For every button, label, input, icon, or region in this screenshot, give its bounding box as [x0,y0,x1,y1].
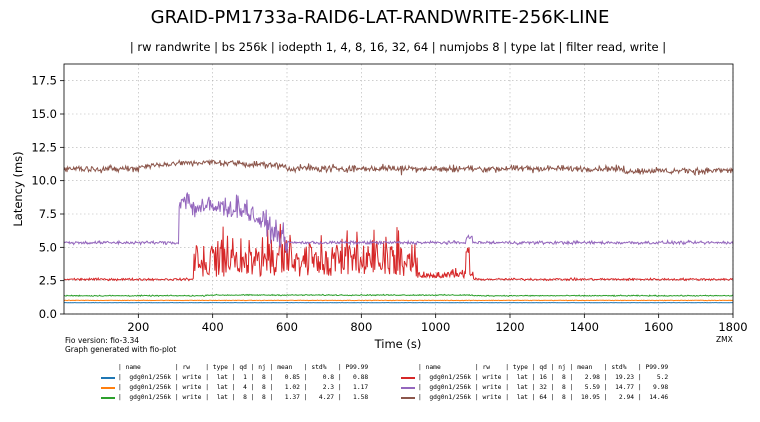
y-tick-label: 2.5 [39,274,57,288]
x-tick-label: 400 [202,320,224,334]
legend-header-right: | name | rw | type | qd | nj | mean | st… [418,364,669,371]
legend-header-left: | name | rw | type | qd | nj | mean | st… [118,364,369,371]
y-tick-label: 7.5 [39,207,57,221]
y-tick-label: 15.0 [31,107,57,121]
series-line-qd32 [63,192,734,254]
series-line-qd16 [64,223,734,282]
x-tick-label: 1000 [421,320,450,334]
legend-swatch-qd4 [101,387,115,389]
axis-ticks: 200 400 600 800 1000 1200 1400 1600 1800 0.0 2.5 5.… [31,74,747,334]
legend-row-qd32: | gdg0n1/256k | write | lat | 32 | 8 | 5… [418,384,669,391]
corner-label: ZMX [716,335,733,344]
x-tick-label: 1800 [718,320,747,334]
y-tick-label: 12.5 [31,140,57,154]
legend-swatch-qd32 [401,387,415,389]
legend-row-qd1: | gdg0n1/256k | write | lat | 1 | 8 | 0.… [118,374,369,381]
x-tick-label: 1200 [495,320,524,334]
chart-subtitle: | rw randwrite | bs 256k | iodepth 1, 4,… [130,40,666,54]
y-tick-label: 17.5 [31,74,57,88]
series-line-qd64 [63,158,734,176]
x-tick-label: 1400 [570,320,599,334]
generated-with-note: Graph generated with fio-plot [65,345,176,354]
series-line-qd8 [63,293,734,298]
y-tick-label: 0.0 [39,307,57,321]
y-tick-label: 10.0 [31,174,57,188]
grid-lines [64,64,734,315]
legend-row-qd64: | gdg0n1/256k | write | lat | 64 | 8 | 1… [418,394,669,401]
x-tick-label: 200 [127,320,149,334]
legend-swatch-qd64 [401,397,415,399]
series-line-qd4 [63,299,734,302]
y-tick-label: 5.0 [39,240,57,254]
legend-swatch-qd16 [401,377,415,379]
chart-title: GRAID-PM1733a-RAID6-LAT-RANDWRITE-256K-L… [151,7,610,28]
fio-version-note: Fio version: fio-3.34 [65,336,139,345]
legend-row-qd8: | gdg0n1/256k | write | lat | 8 | 8 | 1.… [118,394,369,401]
legend-row-qd4: | gdg0n1/256k | write | lat | 4 | 8 | 1.… [118,384,369,391]
x-tick-label: 1600 [644,320,673,334]
legend-swatch-qd8 [101,397,115,399]
legend-row-qd16: | gdg0n1/256k | write | lat | 16 | 8 | 2… [418,374,669,381]
x-axis-label: Time (s) [374,337,422,351]
x-tick-label: 800 [350,320,372,334]
legend-swatch-qd1 [101,377,115,379]
plot-area-frame [63,63,734,315]
x-tick-label: 600 [276,320,298,334]
y-axis-label: Latency (ms) [11,151,25,226]
series-lines [63,158,734,304]
